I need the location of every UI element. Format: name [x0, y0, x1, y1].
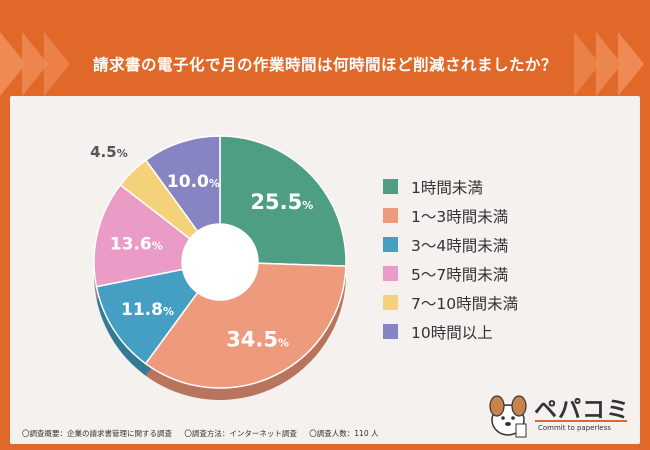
logo-underline [535, 420, 627, 422]
legend-label: 7〜10時間未満 [411, 294, 519, 313]
header-band: 請求書の電子化で月の作業時間は何時間ほど削減されましたか？ [0, 0, 650, 96]
decorative-arrows-right-icon [574, 32, 644, 96]
legend-label: 5〜7時間未満 [411, 265, 509, 284]
legend-label: 1〜3時間未満 [411, 207, 509, 226]
legend-item: 1時間未満 [383, 172, 623, 201]
logo-wordmark: ペパコミ [534, 397, 630, 423]
legend-swatch [383, 324, 398, 339]
footnotes: 〇調査概要：企業の請求書管理に関する調査 〇調査方法：インターネット調査 〇調査… [22, 428, 388, 439]
legend-item: 10時間以上 [383, 317, 623, 346]
legend-swatch [383, 266, 398, 281]
legend-label: 10時間以上 [411, 323, 493, 342]
chart-title: 請求書の電子化で月の作業時間は何時間ほど削減されましたか？ [92, 56, 557, 74]
legend-swatch [383, 237, 398, 252]
legend-swatch [383, 295, 398, 310]
dog-mascot-icon [489, 395, 527, 438]
legend-swatch [383, 179, 398, 194]
legend-label: 3〜4時間未満 [411, 236, 509, 255]
legend-label: 1時間未満 [411, 178, 483, 197]
legend: 1時間未満 1〜3時間未満 3〜4時間未満 5〜7時間未満 7〜10時間未満 10時間以上 [383, 172, 623, 346]
legend-swatch [383, 208, 398, 223]
brand-logo: ペパコミ Commit to paperless [482, 386, 632, 442]
logo-tagline: Commit to paperless [538, 424, 611, 432]
footnote-overview: 〇調査概要：企業の請求書管理に関する調査 [22, 429, 172, 438]
legend-item: 3〜4時間未満 [383, 230, 623, 259]
footnote-method: 〇調査方法：インターネット調査 [184, 429, 297, 438]
footnote-sample: 〇調査人数：110 人 [309, 429, 379, 438]
decorative-arrows-left-icon [0, 32, 70, 96]
legend-item: 5〜7時間未満 [383, 259, 623, 288]
legend-item: 7〜10時間未満 [383, 288, 623, 317]
legend-item: 1〜3時間未満 [383, 201, 623, 230]
